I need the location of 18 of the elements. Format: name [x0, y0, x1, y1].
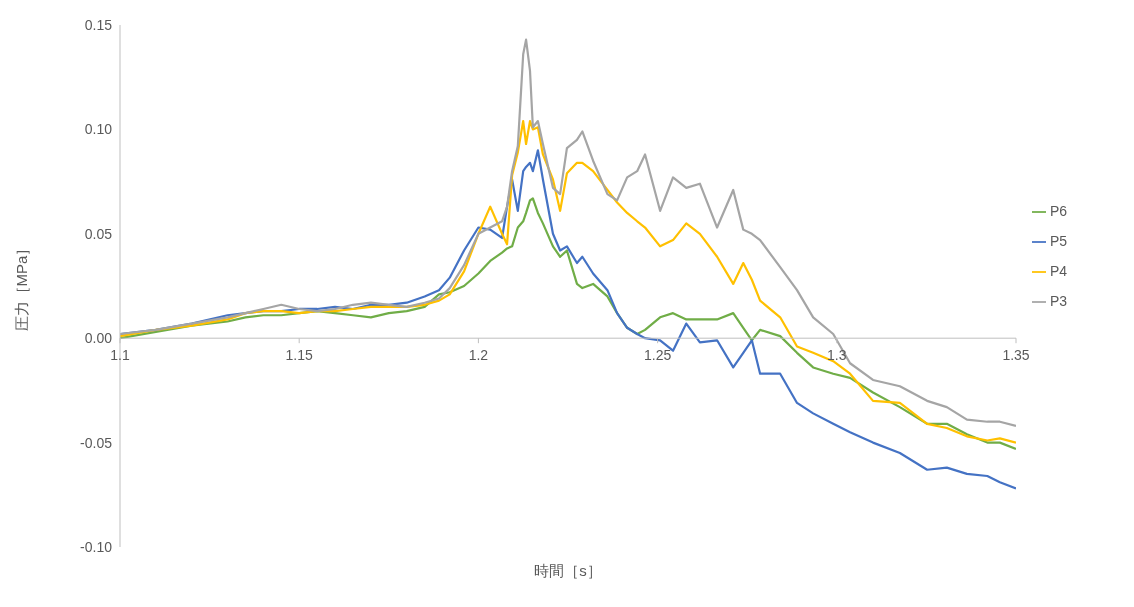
x-tick-label: 1.1: [110, 347, 130, 364]
legend-label: P6: [1050, 203, 1068, 219]
x-tick-label: 1.3: [827, 347, 847, 364]
y-tick-label: 0.05: [84, 225, 113, 242]
y-tick-label: 0.15: [84, 16, 113, 33]
legend-label: P4: [1050, 263, 1068, 279]
y-tick-label: 0.10: [84, 121, 113, 138]
y-axis-title: 圧力［MPa］: [12, 240, 31, 332]
legend-label: P5: [1050, 233, 1068, 249]
x-tick-label: 1.35: [1002, 347, 1030, 364]
legend-label: P3: [1050, 293, 1068, 309]
x-tick-label: 1.2: [468, 347, 489, 364]
y-tick-label: -0.05: [80, 434, 113, 451]
x-tick-label: 1.15: [285, 347, 314, 364]
x-tick-label: 1.25: [643, 347, 672, 364]
y-tick-label: 0.00: [84, 330, 113, 347]
y-tick-label: -0.10: [80, 538, 113, 555]
x-axis-title: 時間［s］: [534, 562, 602, 581]
